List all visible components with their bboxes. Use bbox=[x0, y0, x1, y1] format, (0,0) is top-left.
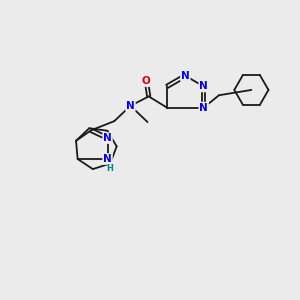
Text: N: N bbox=[199, 81, 208, 92]
Text: O: O bbox=[142, 76, 151, 86]
Text: N: N bbox=[103, 154, 112, 164]
Text: N: N bbox=[199, 103, 208, 112]
Text: N: N bbox=[103, 133, 112, 143]
Text: N: N bbox=[181, 71, 190, 81]
Text: N: N bbox=[126, 101, 135, 111]
Text: H: H bbox=[106, 164, 113, 173]
